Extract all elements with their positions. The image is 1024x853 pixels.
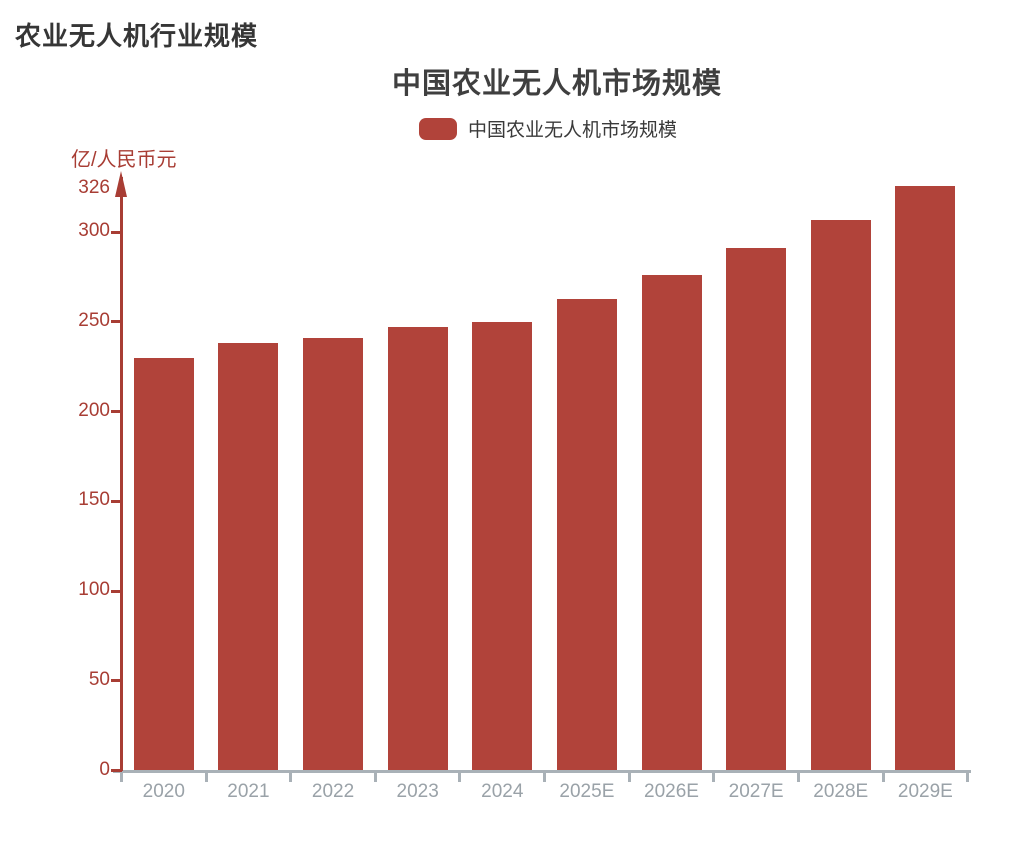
x-axis-tick [373,772,377,782]
y-tick-label-300: 300 [78,220,110,242]
bar-2022[interactable] [303,338,364,771]
y-tick-label-0: 0 [99,758,110,780]
y-axis-max-label: 326 [78,176,110,198]
y-axis-tick [111,499,122,503]
x-axis-tick [796,772,800,782]
y-tick-label-50: 50 [88,668,110,690]
x-axis-tick [289,772,293,782]
x-axis-tick [458,772,462,782]
x-axis-line [113,769,971,773]
chart-title: 中国农业无人机市场规模 [391,68,723,100]
y-tick-label-250: 250 [78,309,110,331]
x-tick-label-2027E: 2027E [728,781,784,802]
x-tick-label-2023: 2023 [396,781,439,802]
bar-2024[interactable] [472,321,533,771]
legend-item[interactable]: 中国农业无人机市场规模 [418,115,678,142]
y-axis-tick [111,769,122,772]
y-axis-unit-label: 亿/人民币元 [71,149,177,171]
x-tick-label-2028E: 2028E [813,781,869,802]
page-title: 农业无人机行业规模 [15,21,259,51]
y-tick-label-200: 200 [78,399,110,421]
bar-2023[interactable] [387,327,448,771]
bar-2028E[interactable] [810,219,871,771]
x-tick-label-2024: 2024 [481,781,524,802]
y-axis-tick [111,230,122,234]
bar-2029E[interactable] [895,185,956,771]
bar-2027E[interactable] [726,248,787,771]
x-axis-tick [204,772,208,782]
legend-swatch-icon [418,117,457,140]
legend-label: 中国农业无人机市场规模 [467,120,678,141]
y-axis-tick [111,410,122,414]
bar-2026E[interactable] [641,275,702,771]
x-axis-tick [543,772,547,782]
x-tick-label-2022: 2022 [311,781,355,802]
bar-2021[interactable] [218,343,279,771]
x-tick-label-2021: 2021 [227,781,270,802]
y-axis-tick [111,679,122,683]
x-axis-tick [712,772,716,782]
y-axis-line [120,177,123,771]
x-tick-label-2020: 2020 [142,781,185,802]
y-tick-label-150: 150 [78,489,110,511]
x-axis-tick [966,772,970,782]
x-axis-tick [120,772,123,782]
y-axis-arrow-icon [115,171,127,197]
x-tick-label-2026E: 2026E [644,781,699,802]
bar-2020[interactable] [133,357,194,771]
x-tick-label-2025E: 2025E [559,781,615,802]
x-axis-tick [881,772,885,782]
x-tick-label-2029E: 2029E [897,781,953,802]
x-axis-tick [627,772,631,782]
y-axis-tick [111,320,122,324]
y-tick-label-100: 100 [78,579,110,601]
y-axis-tick [111,589,122,593]
bar-2025E[interactable] [556,298,617,771]
